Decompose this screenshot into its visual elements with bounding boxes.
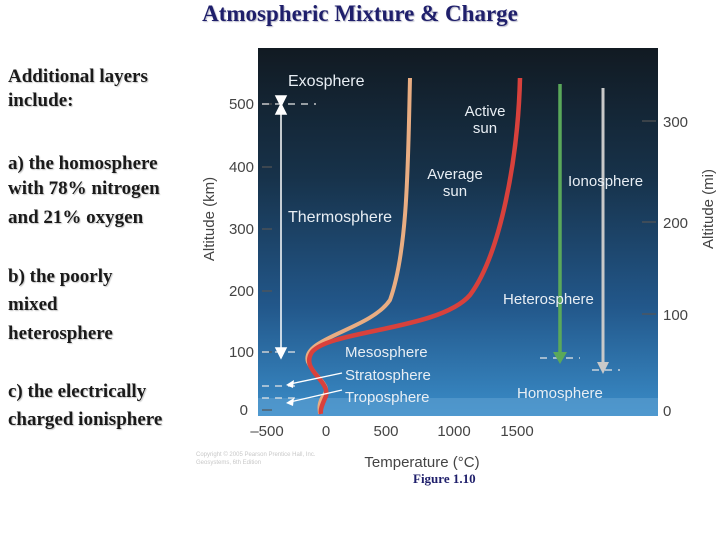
left-tick-100: 100 [229, 344, 254, 361]
left-tick-500: 500 [229, 96, 254, 113]
bullet-intro-line1: Additional layers [8, 66, 148, 87]
bullet-b-line1: b) the poorly [8, 266, 113, 287]
bottom-tick-0: 0 [322, 423, 330, 440]
bullet-a-line2: with 78% nitrogen [8, 178, 160, 199]
label-average-sun-line1: Average [427, 166, 483, 183]
right-tick-200: 200 [663, 215, 688, 232]
bullet-b-line2: mixed [8, 294, 58, 315]
bullet-a-line1: a) the homosphere [8, 153, 158, 174]
label-ionosphere: Ionosphere [568, 173, 643, 190]
slide-title: Atmospheric Mixture & Charge [202, 1, 518, 26]
bullet-c-line2: charged ionisphere [8, 409, 163, 430]
heterosphere-arrow [553, 352, 567, 364]
bottom-axis-label: Temperature (°C) [364, 454, 479, 471]
bullet-c-line1: c) the electrically [8, 381, 147, 402]
right-tick-300: 300 [663, 114, 688, 131]
left-tick-400: 400 [229, 159, 254, 176]
layer-pointers [289, 372, 343, 403]
right-tick-100: 100 [663, 307, 688, 324]
label-heterosphere: Heterosphere [503, 291, 594, 308]
bottom-tick-minus500: –500 [250, 423, 283, 440]
bottom-tick-500: 500 [373, 423, 398, 440]
left-tick-300: 300 [229, 221, 254, 238]
left-tick-0: 0 [240, 402, 248, 419]
bottom-tick-1500: 1500 [500, 423, 533, 440]
figure-caption: Figure 1.10 [413, 471, 476, 486]
right-tick-0: 0 [663, 403, 671, 420]
bullet-intro-line2: include: [8, 90, 74, 111]
label-troposphere: Troposphere [345, 389, 430, 406]
layer-range-markers [274, 95, 288, 360]
label-thermosphere: Thermosphere [288, 209, 392, 226]
bullet-b-line3: heterosphere [8, 323, 113, 344]
left-tick-200: 200 [229, 283, 254, 300]
sky-panel [258, 48, 658, 416]
label-active-sun-line1: Active [465, 103, 506, 120]
label-active-sun-line2: sun [473, 120, 497, 137]
active-sun-curve [307, 77, 523, 415]
ground-haze [258, 398, 658, 416]
label-mesosphere: Mesosphere [345, 344, 428, 361]
ionosphere-arrow [597, 362, 609, 374]
copyright-line1: Copyright © 2005 Pearson Prentice Hall, … [196, 451, 316, 458]
right-axis [642, 120, 656, 315]
label-homosphere: Homosphere [517, 385, 603, 402]
copyright-line2: Geosystems, 6th Edition [196, 460, 261, 466]
label-average-sun-line2: sun [443, 183, 467, 200]
right-axis-label: Altitude (mi) [700, 169, 717, 249]
average-sun-curve [305, 77, 412, 415]
label-stratosphere: Stratosphere [345, 367, 431, 384]
bullet-a-line3: and 21% oxygen [8, 207, 144, 228]
bottom-tick-1000: 1000 [437, 423, 470, 440]
label-exosphere: Exosphere [288, 73, 365, 90]
atmosphere-figure: 500 400 300 200 100 0 Altitude (km) 300 … [196, 48, 717, 471]
left-axis-label: Altitude (km) [201, 177, 218, 261]
